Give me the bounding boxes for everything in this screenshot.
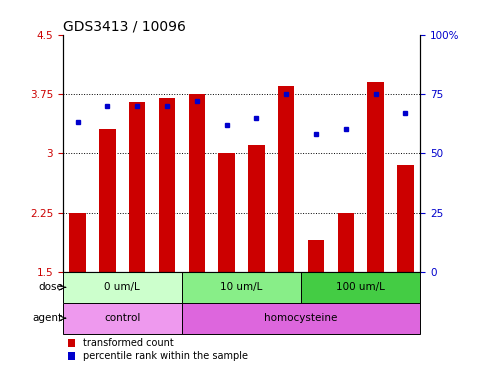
Bar <box>182 303 420 334</box>
Text: dose: dose <box>38 282 63 292</box>
Bar <box>129 102 145 272</box>
Bar <box>218 153 235 272</box>
Bar <box>368 82 384 272</box>
Text: control: control <box>104 313 141 323</box>
Bar <box>278 86 294 272</box>
Bar <box>338 213 354 272</box>
Bar <box>189 94 205 272</box>
Text: 100 um/L: 100 um/L <box>336 282 385 292</box>
Bar <box>301 272 420 303</box>
Bar <box>159 98 175 272</box>
Bar <box>63 272 182 303</box>
Text: 10 um/L: 10 um/L <box>220 282 263 292</box>
Text: homocysteine: homocysteine <box>264 313 338 323</box>
Bar <box>397 165 413 272</box>
Bar <box>99 129 115 272</box>
Text: GDS3413 / 10096: GDS3413 / 10096 <box>63 20 185 33</box>
Bar <box>70 213 86 272</box>
Text: agent: agent <box>33 313 63 323</box>
Bar <box>63 303 182 334</box>
Text: 0 um/L: 0 um/L <box>104 282 140 292</box>
Bar <box>182 272 301 303</box>
Bar <box>248 145 265 272</box>
Legend: transformed count, percentile rank within the sample: transformed count, percentile rank withi… <box>68 338 248 361</box>
Bar <box>308 240 324 272</box>
